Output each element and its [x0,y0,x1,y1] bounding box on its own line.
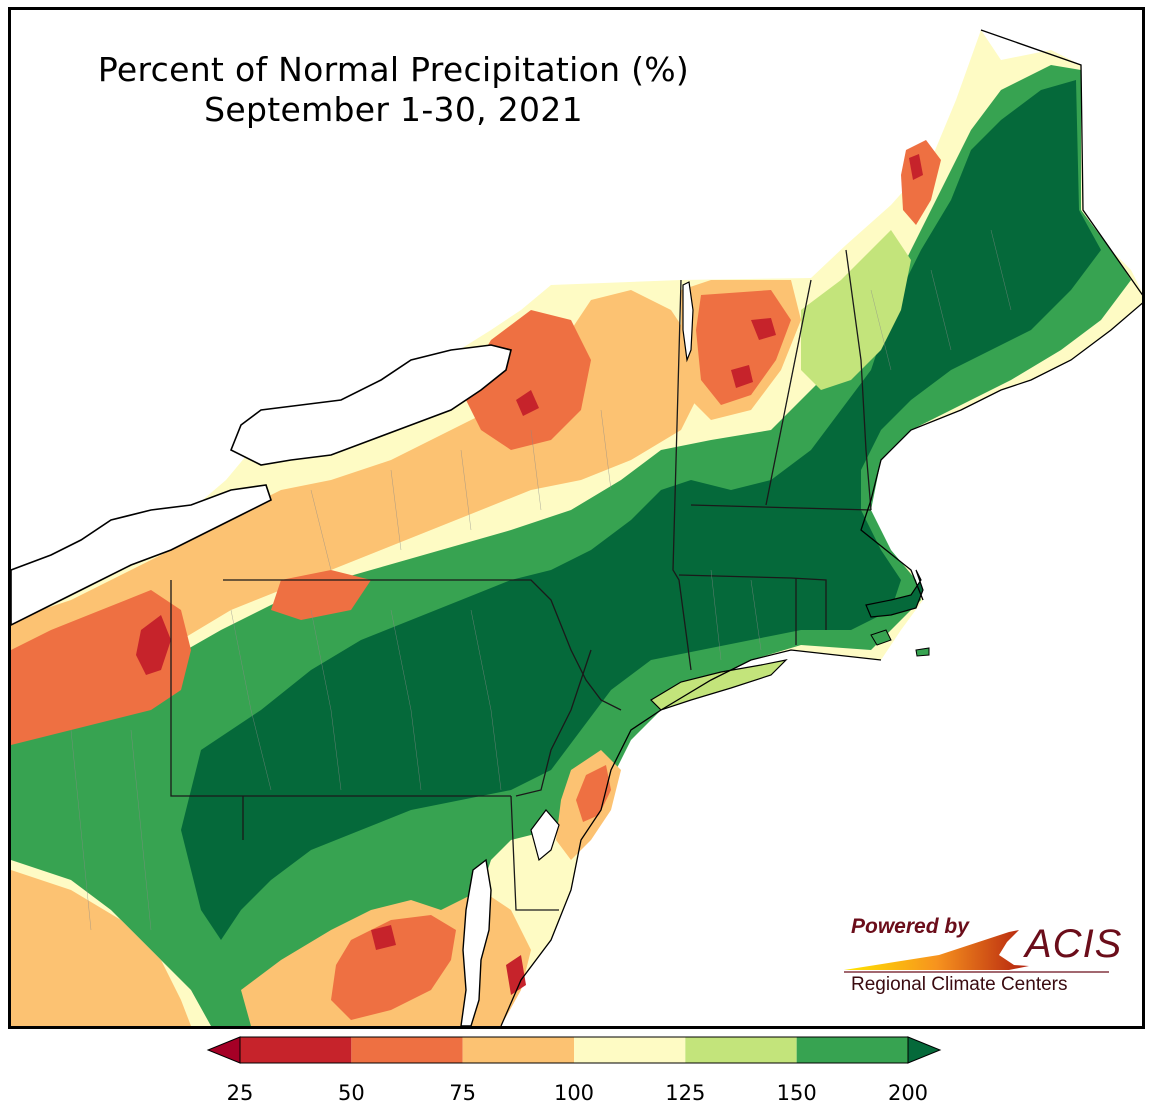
map-subtitle: September 1-30, 2021 [204,90,583,129]
logo-powered-by: Powered by [851,915,969,938]
colorbar-tick-label: 200 [887,1081,929,1105]
colorbar-legend: 25 50 75 100 125 150 200 [205,1035,945,1110]
dry-ny-east-50 [271,570,371,620]
colorbar-tick-label: 150 [776,1081,817,1105]
colorbar-under-arrow [206,1036,241,1064]
cape-cod [865,569,924,618]
precipitation-map [11,29,1142,1026]
state-borders [170,249,872,911]
map-frame: Percent of Normal Precipitation (%) Sept… [8,7,1145,1029]
wet-core-200 [181,80,1101,940]
logo-brand: ACIS [1025,922,1123,966]
map-title: Percent of Normal Precipitation (%) [97,50,690,89]
logo-tagline: Regional Climate Centers [851,974,1068,995]
dry-south-md-50 [331,915,456,1020]
colorbar-tick-label: 125 [665,1081,706,1105]
long-island [650,659,788,711]
colorbar-segment [351,1037,463,1063]
colorbar-tick-label: 100 [553,1081,595,1105]
dry-west-25 [136,615,171,675]
county-lines [70,229,1012,931]
colorbar-segment [685,1037,797,1063]
delaware-bay [530,809,560,862]
lake-ontario [229,344,512,466]
colorbar-tick-label: 25 [226,1081,254,1105]
colorbar [206,1036,942,1064]
moderate-nh-125 [801,230,911,390]
colorbar-segment [796,1037,908,1063]
acis-swoosh-icon [844,930,1109,973]
dry-vermont-25 [731,318,776,388]
colorbar-segment [574,1037,686,1063]
dry-south-md-25 [371,925,526,995]
colorbar-tick-label: 50 [337,1081,365,1105]
dry-maine-25 [909,154,923,180]
dry-south-75 [11,870,191,1026]
acis-logo: Powered by ACIS Regional Climate Centers [839,910,1129,1005]
dry-nj-50 [576,765,611,822]
islands [870,629,930,657]
colorbar-tick-label: 75 [449,1081,477,1105]
coastline [500,29,1142,1026]
colorbar-segment [462,1037,574,1063]
colorbar-segment [240,1037,352,1063]
lake-erie [11,484,272,626]
lake-champlain [682,281,694,363]
chesapeake-bay [460,858,492,1026]
colorbar-over-arrow [907,1036,942,1064]
dry-ny-25 [516,390,539,416]
